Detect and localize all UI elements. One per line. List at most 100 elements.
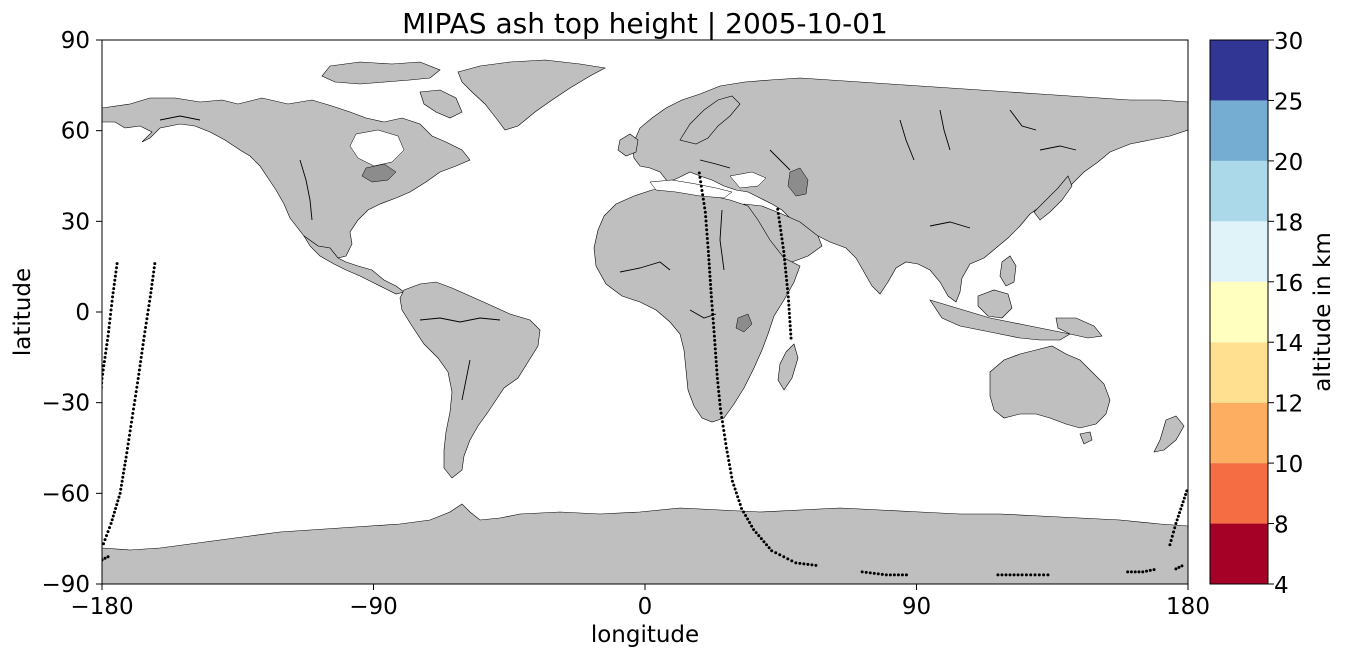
ash-observation-point [788, 320, 792, 324]
ash-observation-point [705, 236, 709, 240]
river-lena [1009, 109, 1037, 131]
ash-observation-point [700, 188, 704, 192]
antarctica [102, 503, 1188, 584]
ash-observation-point [148, 295, 152, 299]
ash-observation-point [96, 437, 99, 440]
ash-observation-point [119, 487, 123, 491]
colorbar-segment [1210, 523, 1268, 584]
ash-observation-point [787, 311, 791, 315]
ash-observation-point [129, 420, 133, 424]
ash-observation-point [97, 420, 100, 423]
ash-observation-point [884, 573, 888, 577]
ash-observation-point [783, 266, 787, 270]
ash-observation-point [900, 573, 904, 577]
ash-observation-point [727, 463, 731, 467]
ash-observation-point [706, 245, 710, 249]
ash-observation-point [130, 416, 134, 420]
south-america [399, 281, 541, 479]
eurasia [631, 77, 1188, 303]
ash-observation-point [1180, 503, 1184, 507]
ash-observation-point [115, 503, 119, 507]
ash-observation-point [102, 372, 105, 376]
ash-observation-point [722, 433, 726, 437]
ash-observation-point [126, 442, 130, 446]
ash-observation-point [714, 351, 718, 355]
ash-observation-point [103, 538, 107, 542]
ash-observation-point [95, 457, 98, 460]
ash-observation-point [785, 278, 789, 282]
ash-observation-point [1129, 570, 1133, 574]
ash-observation-point [1170, 534, 1174, 538]
ash-observation-point [1042, 573, 1046, 577]
ash-observation-point [1148, 568, 1152, 572]
ash-observation-point [715, 376, 719, 380]
ash-observation-point [714, 364, 718, 368]
ash-observation-point [122, 467, 126, 471]
ash-observation-point [112, 282, 116, 286]
colorbar-tick-label: 10 [1274, 452, 1303, 478]
ash-observation-point [778, 224, 782, 228]
black-sea [729, 171, 767, 189]
ash-observation-point [92, 482, 95, 485]
ash-observation-point [151, 278, 155, 282]
philippines [999, 255, 1017, 287]
ash-observation-point [786, 291, 790, 295]
landmasses [102, 59, 1188, 584]
ash-observation-point [868, 571, 872, 575]
ash-observation-point [713, 343, 717, 347]
ash-observation-point [134, 390, 138, 394]
ash-observation-point [777, 216, 781, 220]
ash-observation-point [781, 245, 785, 249]
ash-observation-point [134, 394, 138, 398]
greenland [457, 59, 606, 131]
ash-observation-point [127, 433, 131, 437]
colorbar-segment [1210, 40, 1268, 101]
ash-observation-point [93, 470, 96, 473]
ash-observation-point [118, 491, 122, 495]
colorbar-tick-label: 12 [1274, 392, 1303, 418]
ash-observation-point [137, 372, 141, 376]
ash-observation-point [750, 524, 754, 528]
caspian-sea [787, 167, 809, 197]
ash-observation-point [152, 270, 156, 274]
ash-observation-point [707, 266, 711, 270]
ash-observation-point [136, 376, 140, 380]
mediterranean-sea [649, 179, 733, 199]
ash-observation-point [778, 220, 782, 224]
ash-observation-point [96, 441, 99, 444]
ash-observation-point [147, 304, 151, 308]
ash-observation-point [716, 381, 720, 385]
ash-observation-point [697, 171, 701, 175]
ash-observation-point [872, 571, 876, 575]
ash-observation-point [715, 368, 719, 372]
y-tick-label: −30 [41, 391, 90, 417]
river-yenisei [939, 109, 951, 151]
river-parana [461, 359, 471, 401]
colorbar-tick-label: 16 [1274, 271, 1303, 297]
ash-observation-point [139, 360, 143, 364]
ash-observation-point [125, 451, 129, 455]
ash-observation-point [1004, 573, 1008, 577]
ash-observation-point [146, 308, 150, 312]
colorbar-tick-label: 8 [1274, 513, 1289, 539]
ash-observation-point [142, 338, 146, 342]
colorbar-segment [1210, 342, 1268, 403]
ash-observation-point [794, 561, 798, 565]
colorbar-tick-label: 25 [1274, 89, 1303, 115]
ash-observation-point [746, 517, 750, 521]
ash-observation-point [105, 343, 109, 347]
ash-observation-point [876, 572, 880, 576]
ash-observation-point [135, 385, 139, 389]
ash-observation-point [112, 510, 116, 514]
ash-observation-point [104, 351, 108, 355]
ash-observation-point [713, 347, 717, 351]
ash-observation-point [140, 347, 144, 351]
ash-observation-point [1180, 564, 1184, 568]
ash-observation-point [716, 385, 720, 389]
ash-observation-point [724, 442, 728, 446]
ash-observation-point [798, 561, 802, 565]
ash-observation-point [1168, 543, 1172, 547]
ash-observation-point [719, 411, 723, 415]
ash-observation-point [711, 317, 715, 321]
ash-observation-point [788, 324, 792, 328]
